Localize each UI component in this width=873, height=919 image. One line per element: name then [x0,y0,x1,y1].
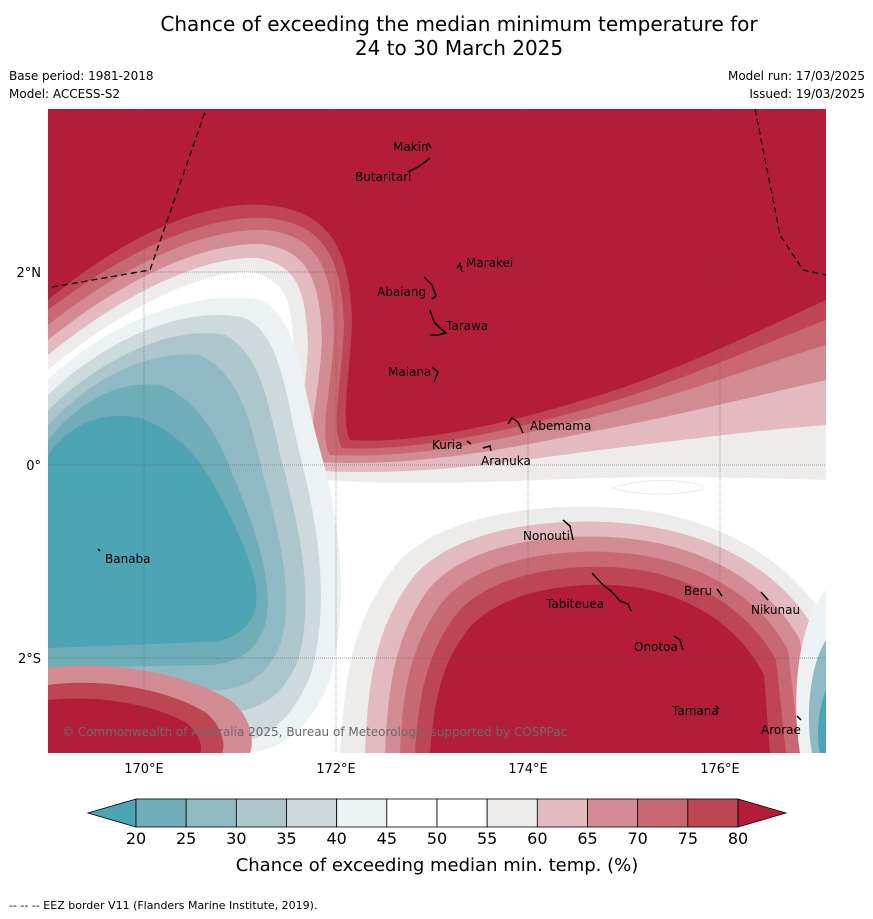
colorbar-tick-label: 35 [276,829,296,848]
island-shape-arorae [796,715,802,721]
island-labels: Makin Butaritari Marakei Abaiang Tarawa … [105,140,801,737]
colorbar-tick-label: 45 [377,829,397,848]
colorbar-bin [185,798,237,828]
island-shape-maiana [431,366,439,383]
island-shape-onotoa [673,635,684,651]
base-period: Base period: 1981-2018 [9,69,154,83]
contour-field [48,109,826,753]
island-label-arorae: Arorae [761,723,801,737]
island-label-abaiang: Abaiang [377,285,426,299]
title-line-1: Chance of exceeding the median minimum t… [160,12,758,36]
island-shape-marakei [456,262,463,273]
island-shape-nikunau [760,591,769,601]
island-shape-tabiteuea [591,572,632,612]
colorbar-tick-label: 50 [427,829,447,848]
island-label-aranuka: Aranuka [481,454,531,468]
colorbar-tick-label: 25 [176,829,196,848]
island-label-onotoa: Onotoa [634,640,678,654]
lon-label-176: 176°E [700,762,740,777]
island-shape-abemama [507,416,524,434]
island-shape-aranuka [482,445,492,452]
eez-border [51,108,827,288]
colorbar-tick-label: 30 [226,829,246,848]
island-shape-banaba [97,548,101,552]
colorbar-bin [386,798,438,828]
patch-50 [611,480,706,495]
island-label-tamana: Tamana [671,704,719,718]
model-name: Model: ACCESS-S2 [9,87,121,101]
model-run: Model run: 17/03/2025 [727,69,865,83]
title-line-2: 24 to 30 March 2025 [354,36,564,60]
meta-right: Model run: 17/03/2025 Issued: 19/03/2025 [728,67,865,103]
island-shape-kuria [466,440,472,445]
east-band-20 [818,690,826,753]
island-outlines [97,142,802,721]
colorbar-ticks: 20 25 30 35 40 45 50 55 60 65 70 75 80 [126,829,748,848]
island-label-makin: Makin [393,140,429,154]
island-label-abemama: Abemama [530,419,591,433]
island-label-kuria: Kuria [432,438,463,452]
island-label-butaritari: Butaritari [355,170,412,184]
colorbar-bin [687,798,739,828]
sw-band-80 [48,698,202,753]
island-label-beru: Beru [684,584,712,598]
island-label-banaba: Banaba [105,552,151,566]
colorbar-tick-label: 20 [126,829,146,848]
lon-label-170: 170°E [124,762,164,777]
lat-label-2n: 2°N [17,266,42,281]
se-band-80 [430,584,770,753]
island-shape-abaiang [423,276,437,300]
island-shape-tamana [715,705,720,710]
lat-axis-labels: 2°N 0° 2°S [17,266,42,667]
colorbar-bins [135,798,739,828]
meta-left: Base period: 1981-2018 Model: ACCESS-S2 [9,67,154,103]
colorbar-tick-label: 65 [577,829,597,848]
island-label-marakei: Marakei [466,256,513,270]
eez-border-west [51,108,207,288]
cool-band-20 [48,415,257,648]
colorbar-bin [587,798,639,828]
colorbar-bin [336,798,388,828]
colorbar-low-extension [86,798,137,828]
island-shape-butaritari [407,157,431,173]
island-label-tabiteuea: Tabiteuea [545,597,604,611]
eez-border-east [754,108,827,276]
lat-label-2s: 2°S [18,652,41,667]
footer-note: -- -- -- EEZ border V11 (Flanders Marine… [9,899,318,912]
island-label-tarawa: Tarawa [445,319,488,333]
colorbar-bin [286,798,338,828]
copyright-text: © Commonwealth of Australia 2025, Bureau… [62,725,567,739]
colorbar-bin [536,798,588,828]
colorbar-bin [436,798,488,828]
island-label-nonouti: Nonouti [523,529,570,543]
colorbar-tick-label: 55 [477,829,497,848]
island-shape-tarawa [429,309,448,336]
island-label-maiana: Maiana [388,365,431,379]
colorbar-bin [135,798,187,828]
colorbar-bin [486,798,538,828]
lon-label-174: 174°E [508,762,548,777]
island-label-nikunau: Nikunau [751,603,800,617]
colorbar-tick-label: 70 [627,829,647,848]
issued-date: Issued: 19/03/2025 [749,87,865,101]
colorbar-high-extension [737,798,788,828]
colorbar-tick-label: 80 [728,829,748,848]
chart-title: Chance of exceeding the median minimum t… [0,12,873,60]
colorbar: 20 25 30 35 40 45 50 55 60 65 70 75 80 Chance of exc… [86,798,788,876]
graticule [48,109,826,753]
island-shape-nonouti [562,519,574,541]
island-shape-beru [716,588,723,597]
lon-axis-labels: 170°E 172°E 174°E 176°E [124,762,740,777]
colorbar-bin [637,798,689,828]
lat-label-0: 0° [26,459,41,474]
colorbar-tick-label: 40 [326,829,346,848]
colorbar-bin [235,798,287,828]
colorbar-label: Chance of exceeding median min. temp. (%… [236,855,639,876]
colorbar-tick-label: 60 [527,829,547,848]
colorbar-tick-label: 75 [678,829,698,848]
island-shape-makin [427,142,432,149]
lon-label-172: 172°E [316,762,356,777]
